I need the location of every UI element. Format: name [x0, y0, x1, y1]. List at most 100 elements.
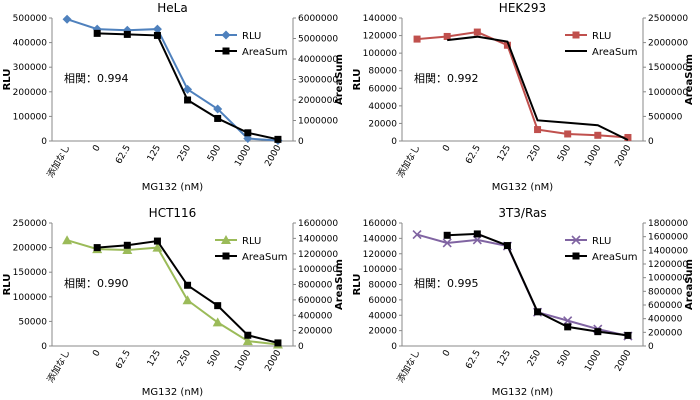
left-tick-label: 20000	[368, 327, 397, 337]
data-point	[473, 28, 481, 36]
data-point	[184, 281, 192, 289]
x-axis-title: MG132 (nM)	[492, 182, 554, 193]
data-point	[242, 336, 253, 346]
series-rlu	[413, 28, 632, 141]
data-point	[594, 328, 602, 336]
right-tick-label: 400000	[298, 311, 333, 321]
axes: 0 50000 100000 150000 200000 250000 0 200000 400…	[13, 219, 339, 385]
data-point	[563, 316, 573, 326]
right-tick-label: 6000000	[298, 14, 338, 24]
data-point	[183, 84, 193, 94]
y2-axis-title: AreaSum	[334, 259, 345, 310]
data-point	[184, 96, 192, 104]
left-tick-label: 140000	[363, 14, 398, 24]
data-point	[274, 135, 282, 143]
data-point	[534, 126, 542, 134]
x-tick-label: 1000	[233, 348, 253, 373]
legend-marker	[222, 47, 230, 55]
chart-title: HeLa	[157, 1, 187, 15]
data-point	[534, 308, 542, 316]
legend-marker	[222, 252, 230, 260]
x-tick-label: 500	[206, 348, 223, 368]
legend-label: RLU	[592, 236, 611, 247]
left-tick-label: 120000	[363, 32, 398, 42]
left-tick-label: 160000	[363, 219, 398, 229]
x-tick-label: 125	[146, 349, 163, 369]
chart-title: HCT116	[149, 206, 197, 220]
chart-0: HeLa010000020000030000040000050000001000…	[2, 1, 345, 193]
right-tick-label: 2000000	[298, 96, 338, 106]
left-tick-label: 0	[391, 342, 397, 352]
series-areasum	[447, 35, 629, 141]
x-tick-label: 62.5	[464, 144, 483, 166]
x-tick-label: 62.5	[464, 349, 483, 371]
data-point	[62, 14, 72, 24]
left-tick-label: 20000	[368, 119, 397, 129]
data-point	[152, 24, 162, 34]
data-point	[244, 129, 252, 137]
y-axis-title: RLU	[2, 69, 13, 91]
x-tick-label: 0	[441, 143, 453, 153]
left-tick-label: 40000	[368, 311, 397, 321]
left-tick-label: 0	[41, 137, 47, 147]
axes: 0200004000060000800001000001200001400001…	[363, 219, 689, 385]
y-axis-title: RLU	[352, 69, 363, 91]
chart-title: HEK293	[499, 1, 546, 15]
data-point	[443, 231, 451, 239]
x-tick-label: 500	[206, 143, 223, 163]
right-tick-label: 500000	[648, 112, 683, 122]
data-point	[212, 317, 223, 327]
data-point	[564, 323, 572, 331]
data-point	[412, 229, 422, 240]
right-tick-label: 2500000	[648, 14, 688, 24]
right-tick-label: 1600000	[648, 233, 688, 243]
left-tick-label: 80000	[368, 281, 397, 291]
axes: 0100000200000300000400000500000010000002…	[13, 14, 339, 180]
data-point	[564, 130, 572, 138]
data-point	[152, 242, 163, 252]
data-point	[594, 131, 602, 139]
x-tick-label: 2000	[613, 143, 633, 168]
left-tick-label: 200000	[13, 244, 48, 254]
data-point	[624, 331, 632, 339]
left-tick-label: 400000	[13, 39, 48, 49]
right-tick-label: 0	[648, 342, 654, 352]
data-point	[503, 242, 511, 250]
legend: RLU AreaSum	[215, 235, 287, 263]
correlation-annotation: 相関：0.994	[64, 72, 129, 85]
legend-marker	[572, 31, 580, 39]
right-tick-label: 1800000	[648, 219, 688, 229]
data-point	[442, 238, 452, 248]
data-point	[413, 35, 421, 43]
right-tick-label: 5000000	[298, 35, 338, 45]
right-tick-label: 1000000	[298, 117, 338, 127]
left-tick-label: 140000	[363, 234, 398, 244]
x-tick-label: 125	[496, 144, 513, 164]
right-tick-label: 800000	[648, 287, 683, 297]
left-tick-label: 60000	[368, 296, 397, 306]
left-tick-label: 300000	[13, 63, 48, 73]
x-tick-label: 250	[176, 348, 193, 368]
left-tick-label: 100000	[13, 293, 48, 303]
right-tick-label: 400000	[648, 315, 683, 325]
chart-3: 3T3/Ras020000400006000080000100000120000…	[352, 206, 695, 398]
right-tick-label: 1200000	[298, 250, 338, 260]
x-axis-title: MG132 (nM)	[492, 387, 554, 398]
left-tick-label: 40000	[368, 102, 397, 112]
y-axis-title: RLU	[352, 274, 363, 296]
left-tick-label: 200000	[13, 88, 48, 98]
legend-marker	[571, 235, 581, 245]
legend-label: RLU	[242, 31, 261, 42]
right-tick-label: 1200000	[648, 260, 688, 270]
right-tick-label: 1400000	[298, 234, 338, 244]
right-tick-label: 1400000	[648, 246, 688, 256]
right-tick-label: 0	[298, 137, 304, 147]
left-tick-label: 500000	[13, 14, 48, 24]
series-areasum	[93, 29, 282, 143]
data-point	[123, 30, 131, 38]
data-point	[123, 241, 131, 249]
right-tick-label: 1000000	[298, 265, 338, 275]
data-point	[93, 244, 101, 252]
series-line	[66, 239, 279, 346]
